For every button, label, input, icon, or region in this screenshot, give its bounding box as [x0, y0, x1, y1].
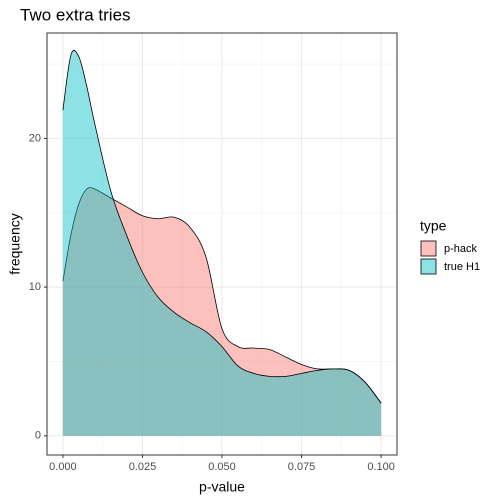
- area: [62, 50, 382, 436]
- legend-title: type: [420, 218, 447, 234]
- x-tick-label: 0.050: [208, 461, 236, 473]
- legend-key: [420, 258, 437, 275]
- legend-key: [420, 240, 437, 257]
- y-tick-label: 0: [35, 430, 41, 442]
- chart-title: Two extra tries: [20, 5, 131, 24]
- y-tick-label: 20: [29, 132, 41, 144]
- x-tick-label: 0.000: [49, 461, 77, 473]
- y-axis-label: frequency: [7, 213, 23, 274]
- area-line: [62, 187, 382, 404]
- area-line: [62, 49, 382, 404]
- legend-label: p-hack: [444, 243, 478, 255]
- legend-key-bg: [420, 258, 437, 275]
- y-tick-label: 10: [29, 281, 41, 293]
- legend-label: true H1: [444, 261, 480, 273]
- legend-key-bg: [420, 240, 437, 257]
- x-tick-label: 0.075: [288, 461, 316, 473]
- x-tick-label: 0.025: [129, 461, 157, 473]
- plot-border: [46, 32, 398, 456]
- x-tick-label: 0.100: [367, 461, 395, 473]
- x-axis-label: p-value: [199, 479, 245, 495]
